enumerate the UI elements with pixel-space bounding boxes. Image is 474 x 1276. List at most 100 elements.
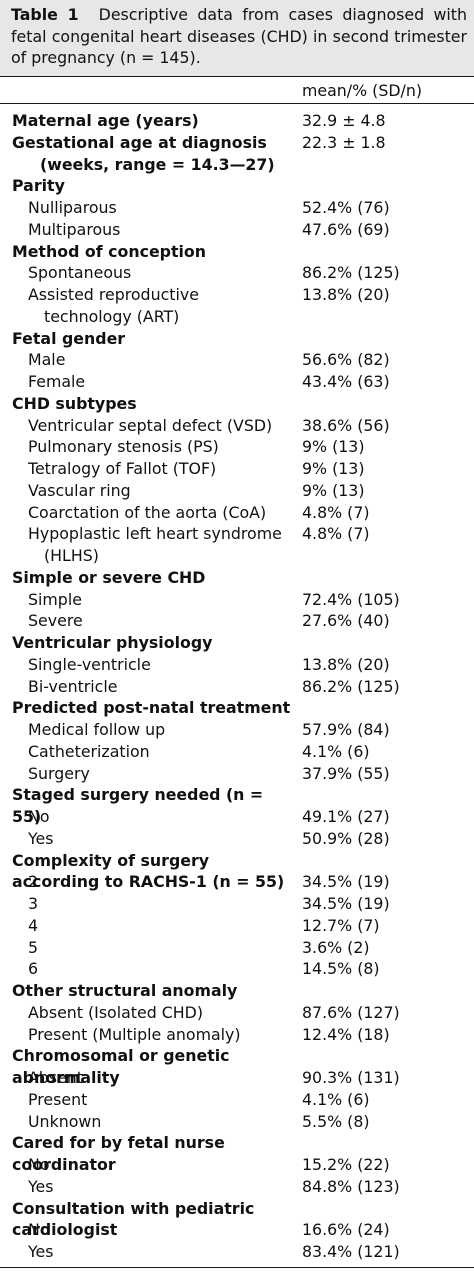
row-label: Absent [28, 1067, 290, 1089]
row-value: 34.5% (19) [302, 872, 390, 892]
row-value: 4.8% (7) [302, 502, 370, 522]
row-label: Method of conception [12, 241, 292, 263]
row-value: 87.6% (127) [302, 1002, 400, 1022]
table-row: 6 14.5% (8) [0, 958, 474, 980]
table-row: Bi-ventricle 86.2% (125) [0, 676, 474, 698]
row-label: Ventricular physiology [12, 632, 292, 654]
table-section-row: Cared for by fetal nurse coordinator [0, 1132, 474, 1174]
table-row: Assisted reproductive technology (ART) 13.… [0, 284, 474, 328]
row-label-continuation: technology (ART) [44, 306, 180, 326]
table-section-row: Consultation with pediatric cardiologist [0, 1198, 474, 1240]
row-label-text: Medical follow up [28, 720, 166, 739]
row-value: 4.1% (6) [302, 741, 370, 761]
table-row: Absent (Isolated CHD) 87.6% (127) [0, 1002, 474, 1024]
row-value: 15.2% (22) [302, 1155, 390, 1174]
table-section-row: Ventricular physiology [0, 632, 474, 654]
row-label-text: Tetralogy of Fallot (TOF) [28, 459, 217, 478]
row-value: 32.9 ± 4.8 [302, 111, 386, 130]
row-label: No [28, 1219, 290, 1241]
row-label-text: Gestational age at diagnosis [12, 132, 267, 152]
row-label-continuation: (weeks, range = 14.3—27) [40, 154, 275, 174]
row-label-text: Maternal age (years) [12, 111, 199, 130]
table-row: Simple 72.4% (105) [0, 589, 474, 611]
table-row: Pulmonary stenosis (PS) 9% (13) [0, 436, 474, 458]
row-value: 9% (13) [302, 459, 365, 478]
table-row: 2 34.5% (19) [0, 871, 474, 893]
table-row: No 49.1% (27) [0, 806, 474, 828]
row-label: Yes [28, 1241, 290, 1263]
row-label-text: Yes [28, 1242, 54, 1261]
row-label-text: Nulliparous [28, 198, 117, 217]
table-row: 4 12.7% (7) [0, 915, 474, 937]
row-label-text: Coarctation of the aorta (CoA) [28, 502, 267, 522]
row-value: 84.8% (123) [302, 1176, 400, 1196]
row-value: 49.1% (27) [302, 807, 390, 826]
row-label-continuation: (HLHS) [44, 546, 99, 565]
table-row: Coarctation of the aorta (CoA) 4.8% (7) [0, 502, 474, 524]
row-value: 52.4% (76) [302, 198, 390, 217]
row-label-text: Chromosomal or genetic abnormality [12, 1046, 230, 1087]
table-row: Present 4.1% (6) [0, 1089, 474, 1111]
row-label-text: Male [28, 350, 66, 370]
row-label: Parity [12, 175, 292, 197]
row-label-text: Surgery [28, 763, 90, 783]
row-value: 4.1% (6) [302, 1089, 370, 1109]
row-label: Fetal gender [12, 328, 292, 350]
row-label-text: Simple or severe CHD [12, 567, 206, 587]
row-label-text: Method of conception [12, 241, 207, 261]
row-label-text: Other structural anomaly [12, 981, 238, 1000]
row-value: 34.5% (19) [302, 894, 390, 913]
table-row: Vascular ring 9% (13) [0, 480, 474, 502]
row-label: Male [28, 349, 290, 371]
table-section-row: Staged surgery needed (n = 55) [0, 784, 474, 826]
row-value: 38.6% (56) [302, 415, 390, 435]
row-label-text: 4 [28, 915, 39, 935]
row-label: Cared for by fetal nurse coordinator [12, 1132, 292, 1176]
table-row: Medical follow up 57.9% (84) [0, 719, 474, 741]
table-row: Tetralogy of Fallot (TOF) 9% (13) [0, 458, 474, 480]
row-label-text: No [28, 807, 50, 826]
row-value: 86.2% (125) [302, 676, 400, 696]
row-label: Absent (Isolated CHD) [28, 1002, 290, 1024]
table-section-row: Simple or severe CHD [0, 567, 474, 589]
table-section-row: Complexity of surgery according to RACHS… [0, 850, 474, 892]
row-label-text: Absent (Isolated CHD) [28, 1002, 203, 1022]
row-label: 3 [28, 893, 290, 915]
row-label: Severe [28, 610, 290, 632]
row-label-text: Complexity of surgery according to RACHS… [12, 850, 285, 892]
row-label-text: Hypoplastic left heart syndrome [28, 524, 282, 544]
table-section-row: Chromosomal or genetic abnormality [0, 1045, 474, 1087]
row-label: No [28, 1154, 290, 1176]
row-label-text: Fetal gender [12, 328, 126, 348]
row-label-text: No [28, 1220, 50, 1240]
row-label-text: Yes [28, 1176, 54, 1196]
row-label: Chromosomal or genetic abnormality [12, 1045, 292, 1089]
row-value: 9% (13) [302, 480, 365, 500]
row-label-text: Female [28, 372, 86, 391]
row-label-text: Cared for by fetal nurse coordinator [12, 1133, 225, 1174]
row-value: 90.3% (131) [302, 1068, 400, 1087]
row-label: Assisted reproductive technology (ART) [28, 284, 290, 328]
row-label-text: Catheterization [28, 741, 150, 761]
row-value: 83.4% (121) [302, 1242, 400, 1261]
row-value: 14.5% (8) [302, 959, 380, 979]
table-section-row: Fetal gender [0, 328, 474, 350]
table-row: Yes 83.4% (121) [0, 1241, 474, 1263]
row-label: Female [28, 371, 290, 393]
table-section-row: Other structural anomaly [0, 980, 474, 1002]
row-label: Surgery [28, 763, 290, 785]
caption-band [0, 0, 474, 76]
row-value: 12.4% (18) [302, 1024, 390, 1044]
row-label-text: Vascular ring [28, 480, 131, 500]
table-caption: Table 1 Descriptive data from cases diagn… [11, 4, 467, 69]
table-section-row: Parity [0, 175, 474, 197]
table-row: Female 43.4% (63) [0, 371, 474, 393]
row-value: 50.9% (28) [302, 828, 390, 848]
row-value: 12.7% (7) [302, 915, 380, 935]
table-row: Multiparous 47.6% (69) [0, 219, 474, 241]
row-label: 5 [28, 937, 290, 959]
row-value: 72.4% (105) [302, 589, 400, 609]
row-label: 4 [28, 915, 290, 937]
table-row: Yes 84.8% (123) [0, 1176, 474, 1198]
